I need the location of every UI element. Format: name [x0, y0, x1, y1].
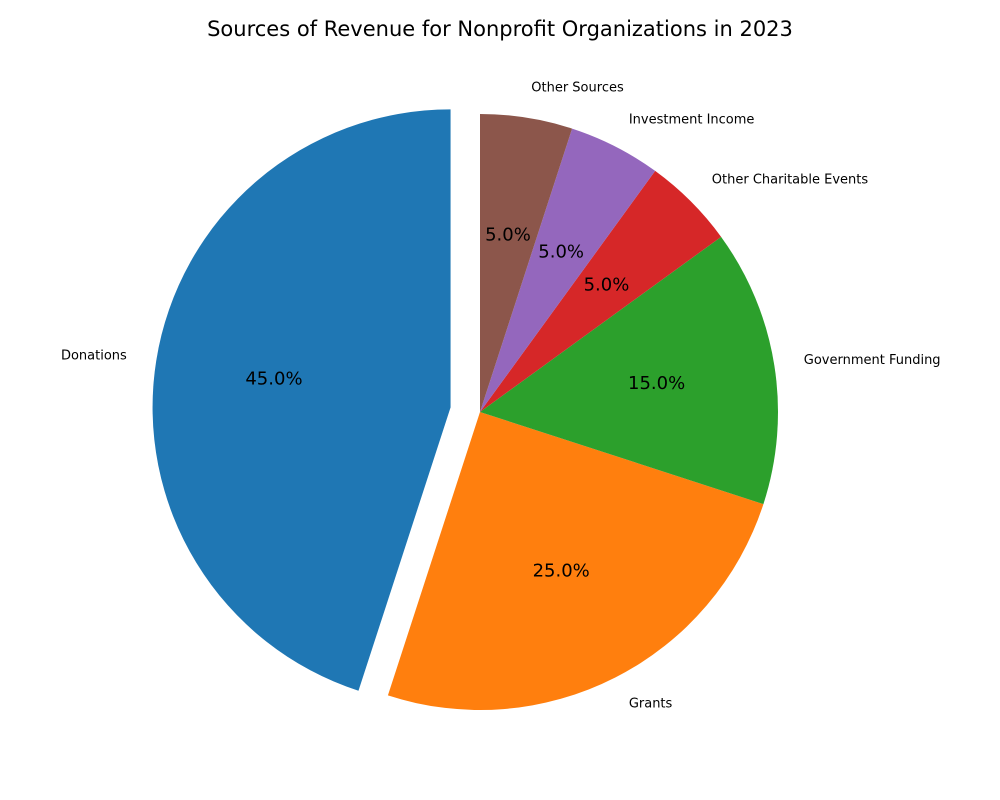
pct-label-government-funding: 15.0% — [628, 373, 685, 394]
pct-label-donations: 45.0% — [245, 368, 302, 389]
pie-slice-donations — [152, 109, 451, 691]
slice-label-other-sources: Other Sources — [531, 81, 624, 96]
pie-slice-government-funding — [480, 236, 778, 505]
pie-slice-other-charitable-events — [480, 170, 722, 412]
pie-slice-other-sources — [480, 114, 573, 412]
slice-label-other-charitable-events: Other Charitable Events — [712, 173, 869, 188]
pct-label-other-sources: 5.0% — [485, 224, 531, 245]
pct-label-grants: 25.0% — [533, 560, 590, 581]
slice-label-government-funding: Government Funding — [804, 353, 941, 368]
slice-label-investment-income: Investment Income — [629, 112, 755, 127]
pie-slice-grants — [387, 412, 764, 710]
slice-label-donations: Donations — [61, 349, 127, 364]
pct-label-investment-income: 5.0% — [538, 242, 584, 263]
chart-title: Sources of Revenue for Nonprofit Organiz… — [207, 17, 793, 41]
pct-label-other-charitable-events: 5.0% — [584, 275, 630, 296]
slice-label-grants: Grants — [629, 697, 673, 712]
pie-slice-investment-income — [480, 128, 656, 413]
